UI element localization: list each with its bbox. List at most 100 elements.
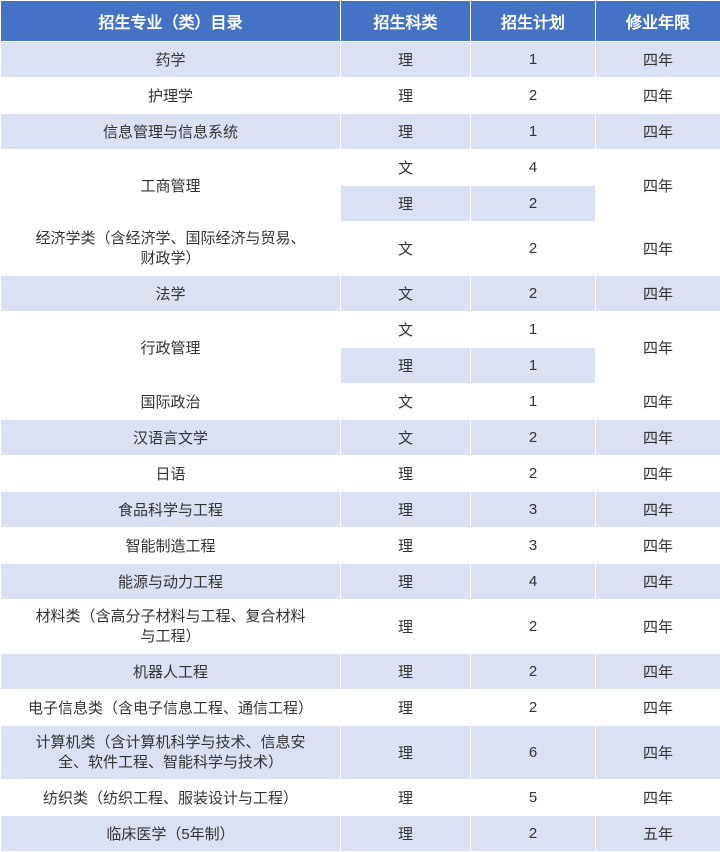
cell-plan: 2 [471,600,596,654]
cell-plan: 1 [471,114,596,150]
table-row: 国际政治文1四年 [1,384,720,420]
table-row: 食品科学与工程理3四年 [1,492,720,528]
cell-plan: 3 [471,528,596,564]
cell-plan: 2 [471,654,596,690]
cell-duration: 四年 [596,420,720,456]
cell-major: 经济学类（含经济学、国际经济与贸易、财政学） [1,222,341,276]
cell-type: 理 [341,42,471,78]
cell-duration: 四年 [596,456,720,492]
cell-major: 智能制造工程 [1,528,341,564]
cell-duration: 四年 [596,114,720,150]
header-major: 招生专业（类）目录 [1,1,341,42]
table-row: 机器人工程理2四年 [1,654,720,690]
table-row: 行政管理文1四年 [1,312,720,348]
cell-major: 临床医学（5年制） [1,816,341,852]
table-row: 智能制造工程理3四年 [1,528,720,564]
cell-plan: 2 [471,420,596,456]
table-row: 能源与动力工程理4四年 [1,564,720,600]
cell-duration: 四年 [596,780,720,816]
table-row: 药学理1四年 [1,42,720,78]
cell-type: 理 [341,348,471,384]
cell-major: 机器人工程 [1,654,341,690]
cell-plan: 2 [471,78,596,114]
table-row: 临床医学（5年制）理2五年 [1,816,720,852]
cell-duration: 四年 [596,150,720,222]
cell-duration: 四年 [596,528,720,564]
cell-type: 理 [341,564,471,600]
cell-plan: 1 [471,312,596,348]
cell-plan: 1 [471,42,596,78]
cell-duration: 四年 [596,654,720,690]
cell-plan: 4 [471,564,596,600]
table-row: 信息管理与信息系统理1四年 [1,114,720,150]
cell-type: 文 [341,384,471,420]
table-row: 工商管理文4四年 [1,150,720,186]
table-row: 汉语言文学文2四年 [1,420,720,456]
cell-type: 理 [341,528,471,564]
cell-type: 文 [341,312,471,348]
table-body: 药学理1四年护理学理2四年信息管理与信息系统理1四年工商管理文4四年理2经济学类… [1,42,720,852]
cell-type: 文 [341,276,471,312]
cell-major: 食品科学与工程 [1,492,341,528]
cell-major: 行政管理 [1,312,341,384]
cell-duration: 四年 [596,726,720,780]
table-row: 电子信息类（含电子信息工程、通信工程）理2四年 [1,690,720,726]
cell-plan: 3 [471,492,596,528]
table-row: 日语理2四年 [1,456,720,492]
cell-plan: 2 [471,456,596,492]
cell-major: 药学 [1,42,341,78]
table-row: 法学文2四年 [1,276,720,312]
cell-duration: 四年 [596,222,720,276]
cell-major: 国际政治 [1,384,341,420]
cell-duration: 四年 [596,78,720,114]
cell-plan: 4 [471,150,596,186]
table-row: 计算机类（含计算机科学与技术、信息安全、软件工程、智能科学与技术）理6四年 [1,726,720,780]
cell-plan: 2 [471,186,596,222]
cell-type: 理 [341,186,471,222]
cell-duration: 四年 [596,564,720,600]
table-header: 招生专业（类）目录 招生科类 招生计划 修业年限 [1,1,720,42]
cell-duration: 四年 [596,690,720,726]
cell-type: 理 [341,654,471,690]
cell-major: 工商管理 [1,150,341,222]
cell-type: 理 [341,726,471,780]
cell-type: 理 [341,816,471,852]
cell-type: 理 [341,78,471,114]
cell-type: 文 [341,222,471,276]
cell-major: 信息管理与信息系统 [1,114,341,150]
cell-type: 理 [341,600,471,654]
cell-duration: 四年 [596,384,720,420]
cell-plan: 1 [471,384,596,420]
cell-major: 汉语言文学 [1,420,341,456]
cell-type: 理 [341,114,471,150]
cell-plan: 2 [471,816,596,852]
cell-plan: 2 [471,690,596,726]
cell-major: 能源与动力工程 [1,564,341,600]
cell-major: 电子信息类（含电子信息工程、通信工程） [1,690,341,726]
cell-major: 纺织类（纺织工程、服装设计与工程） [1,780,341,816]
cell-major: 法学 [1,276,341,312]
table-row: 材料类（含高分子材料与工程、复合材料与工程）理2四年 [1,600,720,654]
table-row: 经济学类（含经济学、国际经济与贸易、财政学）文2四年 [1,222,720,276]
cell-type: 文 [341,150,471,186]
header-type: 招生科类 [341,1,471,42]
cell-type: 理 [341,456,471,492]
cell-plan: 5 [471,780,596,816]
table-row: 护理学理2四年 [1,78,720,114]
cell-duration: 四年 [596,492,720,528]
header-plan: 招生计划 [471,1,596,42]
cell-type: 理 [341,780,471,816]
cell-type: 理 [341,492,471,528]
cell-major: 材料类（含高分子材料与工程、复合材料与工程） [1,600,341,654]
cell-plan: 2 [471,276,596,312]
header-duration: 修业年限 [596,1,720,42]
cell-duration: 四年 [596,600,720,654]
cell-plan: 2 [471,222,596,276]
cell-major: 护理学 [1,78,341,114]
cell-major: 日语 [1,456,341,492]
admissions-table: 招生专业（类）目录 招生科类 招生计划 修业年限 药学理1四年护理学理2四年信息… [0,0,720,852]
cell-duration: 四年 [596,42,720,78]
cell-type: 理 [341,690,471,726]
cell-duration: 四年 [596,276,720,312]
cell-duration: 五年 [596,816,720,852]
